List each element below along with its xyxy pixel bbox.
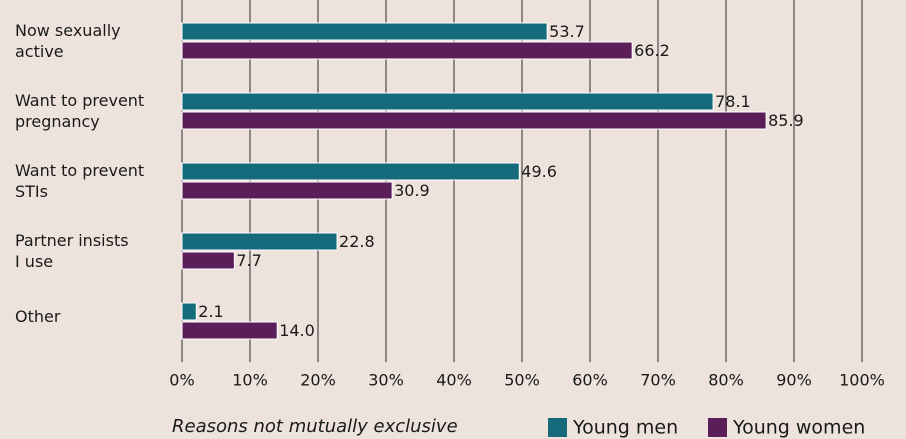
category-line: Other — [15, 307, 61, 326]
x-tick-label: 60% — [572, 371, 608, 390]
value-label: 14.0 — [279, 321, 315, 340]
category-line: STIs — [15, 182, 48, 201]
bar — [181, 181, 393, 200]
category-line: pregnancy — [15, 112, 100, 131]
value-label: 22.8 — [339, 232, 375, 251]
note: Reasons not mutually exclusive — [172, 416, 458, 437]
value-label: 85.9 — [768, 111, 804, 130]
value-label: 53.7 — [549, 22, 585, 41]
value-label: 66.2 — [634, 41, 670, 60]
x-tick-label: 50% — [504, 371, 540, 390]
value-label: 49.6 — [521, 162, 557, 181]
x-tick-label: 0% — [169, 371, 194, 390]
legend-swatch — [548, 418, 567, 437]
category-line: Partner insists — [15, 231, 129, 250]
x-tick-label: 70% — [640, 371, 676, 390]
category-line: I use — [15, 252, 53, 271]
x-tick-label: 40% — [436, 371, 472, 390]
value-label: 2.1 — [198, 302, 223, 321]
legend-swatch — [708, 418, 727, 437]
bar — [181, 251, 235, 270]
bar — [181, 92, 714, 111]
category-line: Want to prevent — [15, 91, 144, 110]
category-line: active — [15, 42, 64, 61]
bar — [181, 111, 767, 130]
category-label: Now sexually active — [15, 21, 121, 61]
legend-label: Young men — [572, 417, 678, 439]
x-tick-label: 90% — [776, 371, 812, 390]
x-tick-label: 10% — [232, 371, 268, 390]
bar — [181, 162, 520, 181]
x-tick-label: 30% — [368, 371, 404, 390]
x-tick-label: 80% — [708, 371, 744, 390]
value-label: 30.9 — [394, 181, 430, 200]
category-line: Now sexually — [15, 21, 121, 40]
category-label: Other — [15, 307, 61, 326]
bar — [181, 321, 278, 340]
category-label: Want to prevent STIs — [15, 161, 144, 201]
bar — [181, 302, 197, 321]
bar — [181, 22, 548, 41]
x-tick-label: 100% — [839, 371, 885, 390]
legend-label: Young women — [732, 417, 865, 439]
x-tick-label: 20% — [300, 371, 336, 390]
category-line: Want to prevent — [15, 161, 144, 180]
bar — [181, 41, 633, 60]
category-label: Partner insists I use — [15, 231, 129, 271]
bar — [181, 232, 338, 251]
value-label: 7.7 — [236, 251, 261, 270]
category-label: Want to prevent pregnancy — [15, 91, 144, 131]
value-label: 78.1 — [715, 92, 751, 111]
